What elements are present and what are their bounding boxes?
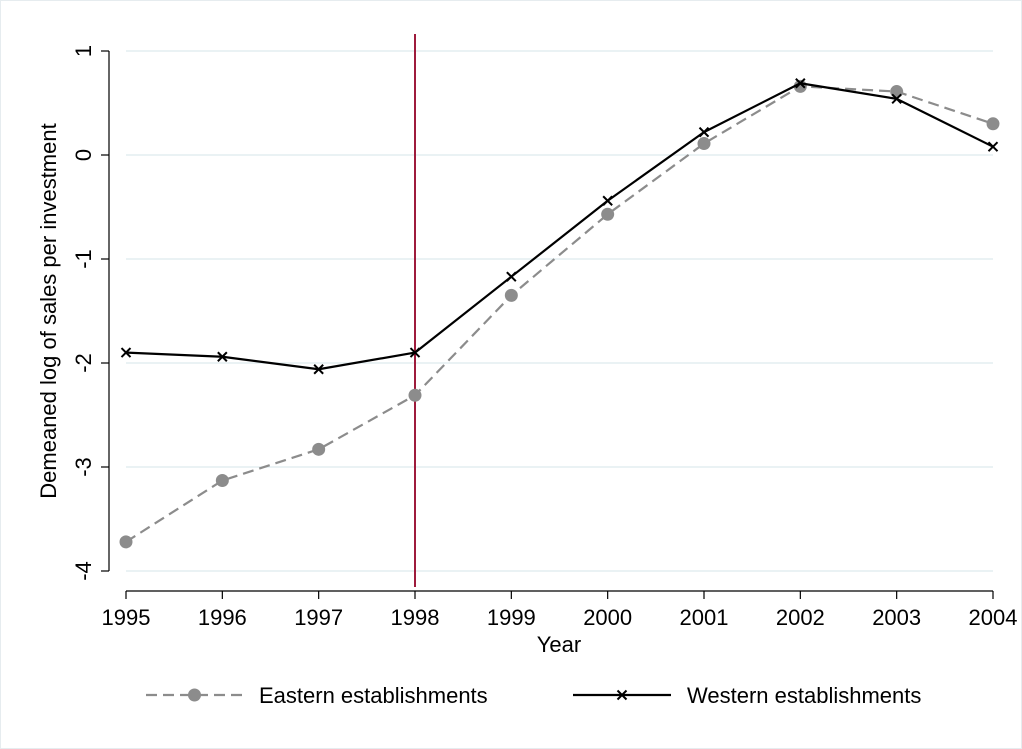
data-point: [408, 388, 422, 402]
data-point: [601, 207, 615, 221]
x-tick-label: 2001: [680, 605, 729, 630]
x-tick-label: 2003: [872, 605, 921, 630]
data-point: [313, 364, 324, 375]
x-tick-label: 1995: [102, 605, 151, 630]
legend-item: Eastern establishments: [146, 683, 488, 708]
x-tick-label: 2002: [776, 605, 825, 630]
data-point: [616, 689, 628, 701]
data-point: [697, 137, 711, 151]
data-point: [119, 535, 133, 549]
y-tick-label: -3: [71, 457, 96, 477]
data-point: [217, 351, 228, 362]
series-line: [125, 82, 994, 371]
series: [119, 79, 1000, 549]
x-axis-title: Year: [537, 632, 581, 657]
series-line: [125, 85, 994, 543]
y-axis-title: Demeaned log of sales per investment: [36, 123, 61, 498]
data-point: [891, 93, 902, 105]
data-point: [506, 271, 517, 282]
tick-labels: 1 0 -1 -2 -3 -4 1995 1996 1997 1998 1999 2000 2001 20…: [71, 45, 1017, 630]
data-point: [120, 347, 132, 358]
series: [120, 78, 999, 375]
data-point: [890, 85, 904, 99]
y-tick-label: 1: [71, 45, 96, 57]
axes: [108, 51, 993, 592]
data-point: [602, 195, 613, 206]
gridlines: [126, 50, 993, 572]
y-tick-label: -1: [71, 249, 96, 269]
x-tick-label: 2004: [969, 605, 1018, 630]
legend-item: Western establishments: [573, 683, 921, 708]
data-point: [504, 288, 518, 302]
y-tick-label: 0: [71, 149, 96, 161]
data-point: [409, 347, 421, 358]
data-point: [987, 141, 999, 152]
data-point: [312, 442, 326, 456]
data-point: [986, 117, 1000, 131]
data-point: [795, 78, 806, 89]
data-point: [215, 474, 229, 488]
legend-label: Western establishments: [687, 683, 921, 708]
series-layer: [119, 78, 1000, 549]
x-tick-label: 1998: [391, 605, 440, 630]
data-point: [698, 126, 710, 138]
legend-label: Eastern establishments: [259, 683, 488, 708]
x-tick-label: 1996: [198, 605, 247, 630]
y-tick-label: -2: [71, 353, 96, 373]
legend: Eastern establishments Western establishm…: [146, 683, 921, 708]
x-tick-label: 2000: [583, 605, 632, 630]
y-tick-label: -4: [71, 561, 96, 581]
data-point: [188, 688, 201, 702]
x-tick-label: 1999: [487, 605, 536, 630]
x-tick-label: 1997: [294, 605, 343, 630]
